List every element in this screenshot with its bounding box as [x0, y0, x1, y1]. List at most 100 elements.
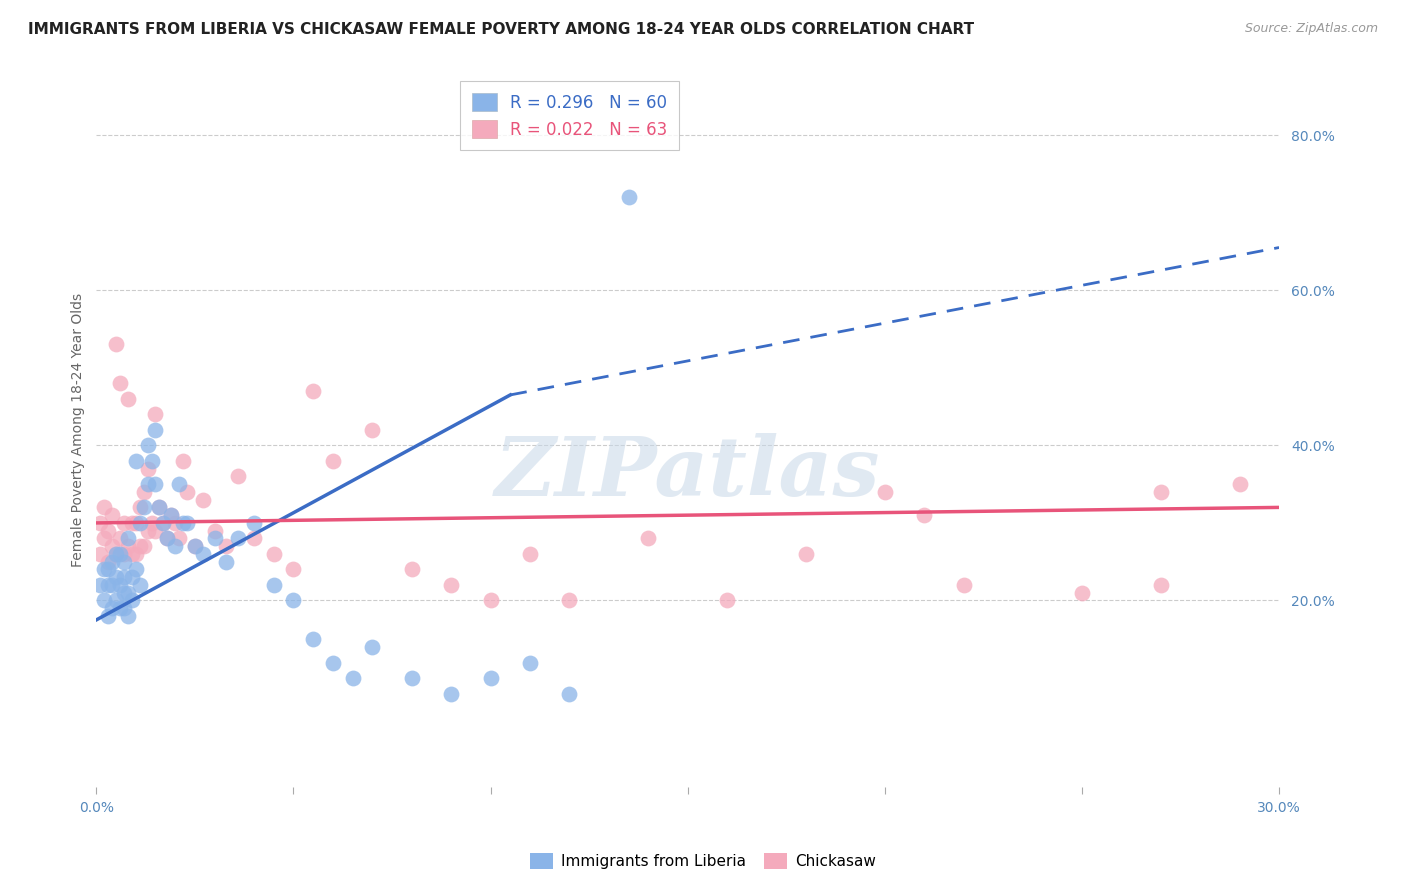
Point [440, 687, 463, 701]
Point [342, 671, 364, 685]
Point [172, 516, 194, 530]
Point [105, 593, 128, 607]
Point [105, 547, 128, 561]
Point [141, 454, 163, 468]
Point [617, 190, 640, 204]
Point [401, 562, 423, 576]
Point [226, 532, 249, 546]
Point [125, 454, 148, 468]
Point [136, 438, 159, 452]
Point [128, 516, 150, 530]
Point [1150, 484, 1173, 499]
Point [105, 337, 128, 351]
Point [176, 516, 198, 530]
Point [1150, 578, 1173, 592]
Point [101, 555, 124, 569]
Point [108, 601, 131, 615]
Point [93, 562, 115, 576]
Legend: R = 0.296   N = 60, R = 0.022   N = 63: R = 0.296 N = 60, R = 0.022 N = 63 [460, 81, 679, 151]
Point [873, 484, 896, 499]
Point [243, 516, 266, 530]
Point [156, 532, 179, 546]
Point [97, 555, 120, 569]
Point [89, 516, 111, 530]
Point [132, 500, 155, 515]
Point [97, 578, 120, 592]
Point [128, 500, 150, 515]
Point [117, 585, 139, 599]
Point [519, 547, 541, 561]
Point [794, 547, 817, 561]
Point [361, 640, 384, 654]
Point [322, 656, 344, 670]
Point [145, 423, 167, 437]
Point [152, 516, 174, 530]
Point [716, 593, 738, 607]
Point [176, 484, 198, 499]
Point [117, 539, 139, 553]
Point [145, 524, 167, 538]
Point [479, 671, 502, 685]
Point [105, 570, 128, 584]
Point [97, 524, 120, 538]
Point [89, 578, 111, 592]
Point [322, 454, 344, 468]
Point [361, 423, 384, 437]
Point [128, 539, 150, 553]
Point [121, 547, 143, 561]
Point [132, 539, 155, 553]
Point [165, 516, 187, 530]
Point [165, 539, 187, 553]
Point [912, 508, 935, 523]
Point [101, 539, 124, 553]
Point [283, 593, 305, 607]
Point [117, 392, 139, 406]
Point [93, 532, 115, 546]
Point [112, 601, 135, 615]
Point [167, 477, 190, 491]
Point [121, 593, 143, 607]
Point [89, 547, 111, 561]
Point [108, 376, 131, 391]
Point [637, 532, 659, 546]
Point [184, 539, 207, 553]
Point [263, 578, 285, 592]
Point [952, 578, 974, 592]
Point [1071, 585, 1094, 599]
Point [263, 547, 285, 561]
Point [156, 532, 179, 546]
Point [148, 500, 170, 515]
Point [191, 547, 214, 561]
Point [204, 532, 226, 546]
Point [401, 671, 423, 685]
Point [215, 539, 238, 553]
Point [215, 555, 238, 569]
Point [93, 500, 115, 515]
Point [112, 570, 135, 584]
Point [152, 516, 174, 530]
Text: Source: ZipAtlas.com: Source: ZipAtlas.com [1244, 22, 1378, 36]
Point [136, 524, 159, 538]
Point [93, 593, 115, 607]
Point [479, 593, 502, 607]
Point [148, 500, 170, 515]
Text: ZIPatlas: ZIPatlas [495, 433, 880, 513]
Point [121, 570, 143, 584]
Point [302, 632, 325, 647]
Point [117, 532, 139, 546]
Point [145, 477, 167, 491]
Point [112, 516, 135, 530]
Point [105, 547, 128, 561]
Point [191, 492, 214, 507]
Point [145, 407, 167, 421]
Point [160, 508, 183, 523]
Y-axis label: Female Poverty Among 18-24 Year Olds: Female Poverty Among 18-24 Year Olds [72, 293, 86, 567]
Point [167, 532, 190, 546]
Point [302, 384, 325, 398]
Legend: Immigrants from Liberia, Chickasaw: Immigrants from Liberia, Chickasaw [524, 847, 882, 875]
Point [108, 578, 131, 592]
Point [283, 562, 305, 576]
Point [558, 687, 581, 701]
Point [97, 609, 120, 624]
Point [243, 532, 266, 546]
